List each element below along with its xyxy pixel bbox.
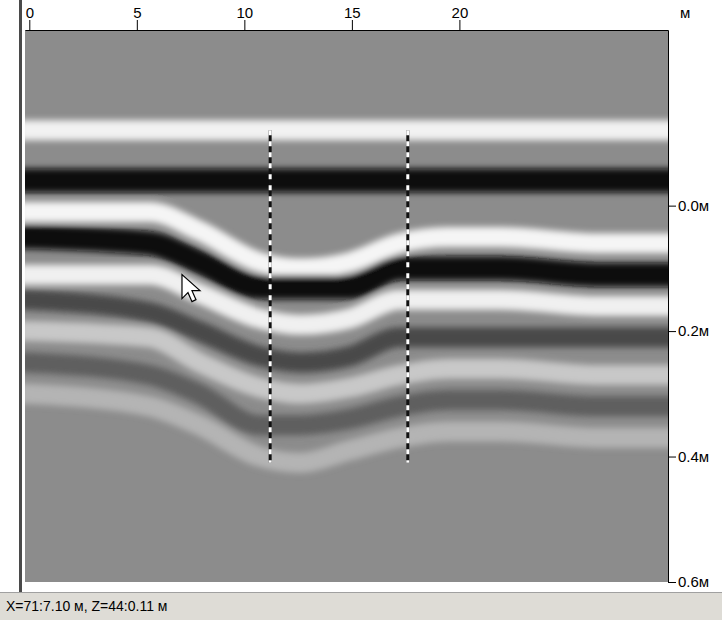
y-axis-line (668, 31, 669, 583)
y-tick-mark (668, 331, 676, 332)
trace-marker-dash (406, 130, 409, 462)
y-tick-label: 0.6м (678, 573, 709, 590)
y-tick-label: 0.0м (678, 197, 709, 214)
y-tick: 0.0м (668, 197, 709, 214)
reflection-band (29, 394, 668, 463)
x-tick-mark (352, 20, 353, 30)
x-axis-unit: м (680, 4, 690, 21)
y-tick-label: 0.4м (678, 448, 709, 465)
plot-marks (29, 130, 668, 462)
x-tick-mark (244, 20, 245, 30)
x-tick: 0 (26, 4, 34, 30)
x-tick: 15 (344, 4, 361, 30)
background (0, 0, 722, 620)
x-tick-label: 15 (344, 4, 361, 21)
x-axis-line (26, 30, 669, 31)
trace-marker-line (269, 130, 272, 462)
x-tick-mark (29, 20, 30, 30)
x-tick: 5 (133, 4, 141, 30)
plot-background (25, 30, 668, 582)
x-tick-label: 10 (237, 4, 254, 21)
x-tick-label: 20 (452, 4, 469, 21)
x-tick: 10 (237, 4, 254, 30)
status-bar (0, 592, 722, 620)
y-tick: 0.4м (668, 448, 709, 465)
y-axis: 0.0м 0.2м 0.4м 0.6м (668, 31, 709, 591)
trace-marker-line (406, 130, 409, 462)
y-tick: 0.6м (668, 573, 709, 590)
x-tick: 20 (452, 4, 469, 30)
radargram-window: 0 5 10 15 20 м 0.0м 0.2м 0.4м 0.6м X=71:7.10 м, Z=… (0, 0, 722, 620)
y-tick-mark (668, 457, 676, 458)
y-tick-mark (668, 582, 676, 583)
x-tick-mark (137, 20, 138, 30)
x-tick-label: 0 (26, 4, 34, 21)
trace-marker (407, 130, 408, 462)
y-tick: 0.2м (668, 322, 709, 339)
trace-marker-dash (269, 130, 272, 462)
status-text: X=71:7.10 м, Z=44:0.11 м (6, 598, 167, 614)
status-bar-border (0, 592, 722, 593)
y-tick-label: 0.2м (678, 322, 709, 339)
reflection-band (29, 169, 668, 193)
x-axis: 0 5 10 15 20 (26, 4, 669, 31)
x-tick-label: 5 (133, 4, 141, 21)
y-tick-mark (668, 206, 676, 207)
trace-marker (270, 130, 271, 462)
mouse-cursor (182, 275, 200, 302)
x-tick-mark (459, 20, 460, 30)
frame-edge (19, 0, 22, 592)
reflection-band (29, 120, 668, 140)
reflection-bands (29, 130, 668, 462)
